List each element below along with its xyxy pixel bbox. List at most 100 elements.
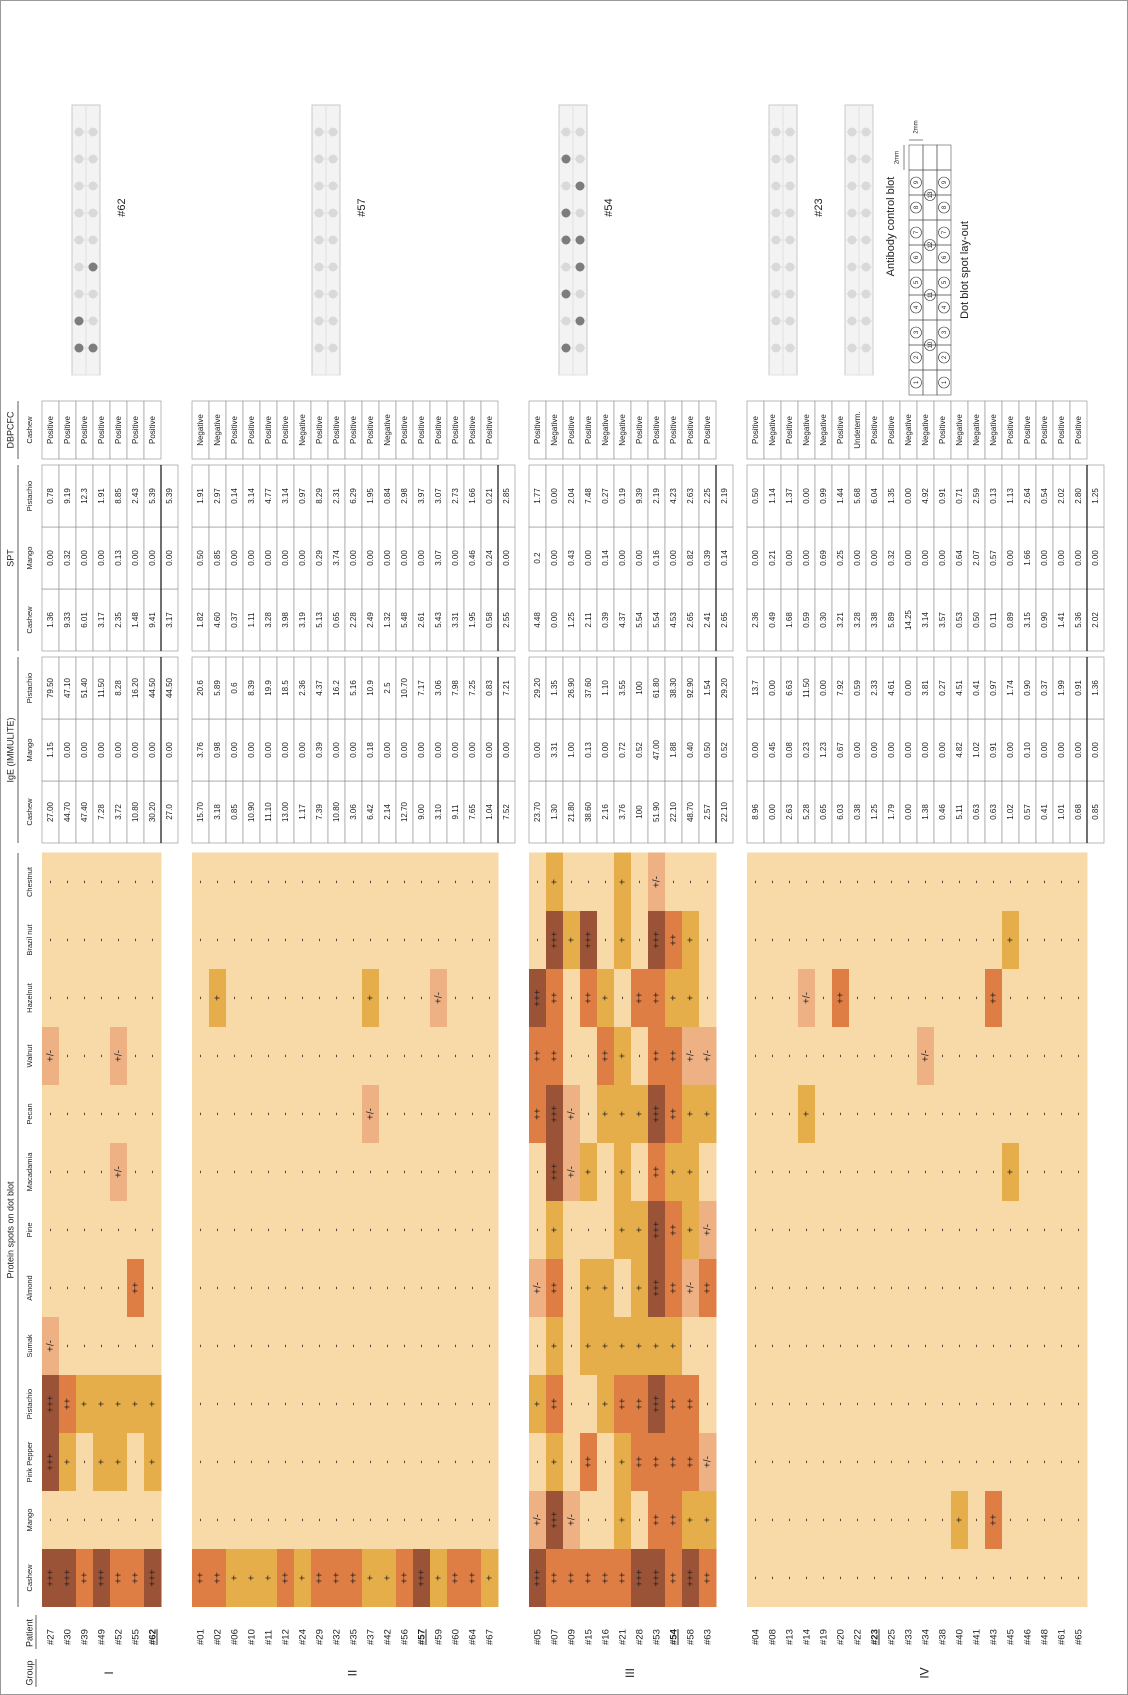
dbpcfc-result: Positive [584, 415, 593, 444]
grade-label: - [751, 1402, 762, 1405]
grade-label: + [686, 1227, 697, 1233]
grade-label: - [836, 1054, 847, 1057]
ige-value: 0.00 [938, 742, 947, 758]
grade-label: +/- [921, 1050, 932, 1062]
patient-id: #19 [819, 1629, 830, 1645]
blot-spot [89, 182, 98, 191]
grade-label: +/- [686, 1282, 697, 1294]
grade-label: - [281, 1518, 292, 1521]
patient-id: #12 [281, 1629, 292, 1645]
blot-image [559, 105, 587, 375]
grade-label: +++ [686, 1569, 697, 1587]
grade-label: - [485, 1344, 496, 1347]
ige-value: 2.14 [383, 804, 392, 820]
scale-label: 2mm [914, 120, 920, 133]
blot-spot [848, 290, 857, 299]
grade-label: - [46, 1228, 57, 1231]
spt-value: 4.92 [921, 488, 930, 504]
dbpcfc-result: Negative [802, 414, 811, 446]
grade-label: + [955, 1517, 966, 1523]
grade-label: - [114, 1286, 125, 1289]
grade-label: - [264, 1518, 275, 1521]
grade-label: - [298, 1402, 309, 1405]
grade-label: + [686, 1111, 697, 1117]
grade-label: - [751, 1344, 762, 1347]
ige-value: 0.00 [904, 680, 913, 696]
grade-label: - [819, 1518, 830, 1521]
grade-label: ++ [601, 1050, 612, 1062]
grade-label: ++ [468, 1572, 479, 1584]
grade-label: - [451, 1344, 462, 1347]
grade-label: + [703, 1517, 714, 1523]
grade-label: - [97, 1228, 108, 1231]
dbpcfc-result: Positive [669, 415, 678, 444]
blot-spot [75, 317, 84, 326]
grade-label: - [921, 1402, 932, 1405]
grade-label: - [97, 1518, 108, 1521]
grade-label: - [148, 1170, 159, 1173]
blot-spot [786, 155, 795, 164]
grade-label: - [853, 880, 864, 883]
spt-value: 2.97 [213, 488, 222, 504]
patient-id: #43 [989, 1629, 1000, 1645]
grade-label: - [955, 1576, 966, 1579]
ige-median: 7.52 [502, 804, 511, 820]
grade-label: - [434, 1112, 445, 1115]
patient-id: #04 [751, 1629, 762, 1645]
grade-label: - [1040, 1576, 1051, 1579]
grade-label: - [870, 1402, 881, 1405]
ige-value: 23.70 [533, 801, 542, 822]
ige-value: 0.00 [1057, 742, 1066, 758]
grade-label: - [247, 1112, 258, 1115]
ige-value: 0.00 [332, 742, 341, 758]
grade-label: - [383, 1112, 394, 1115]
grade-label: + [131, 1401, 142, 1407]
ige-value: 0.91 [1074, 680, 1083, 696]
spt-median: 0.00 [502, 550, 511, 566]
grade-label: - [802, 1518, 813, 1521]
grade-label: - [533, 1170, 544, 1173]
ige-value: 0.00 [533, 742, 542, 758]
grade-label: - [97, 880, 108, 883]
ige-value: 3.72 [114, 804, 123, 820]
ige-value: 2.63 [785, 804, 794, 820]
grade-label: - [819, 1402, 830, 1405]
grade-label: - [1006, 1402, 1017, 1405]
grade-label: - [264, 996, 275, 999]
ige-value: 51.90 [652, 801, 661, 822]
grade-label: - [264, 1286, 275, 1289]
grade-label: - [366, 1054, 377, 1057]
spt-median: 3.17 [165, 612, 174, 628]
ige-value: 100 [635, 681, 644, 695]
dbpcfc-result: Positive [80, 415, 89, 444]
spt-value: 2.49 [366, 612, 375, 628]
grade-label: ++ [669, 1572, 680, 1584]
grade-label: - [63, 996, 74, 999]
spt-value: 0.00 [46, 550, 55, 566]
spt-sub-header: Cashew [25, 606, 34, 634]
grade-label: - [485, 1518, 496, 1521]
ige-value: 10.70 [400, 677, 409, 698]
grade-label: - [938, 996, 949, 999]
grade-label: - [332, 996, 343, 999]
grade-label: - [887, 1518, 898, 1521]
blot-spot [772, 317, 781, 326]
grade-label: - [584, 1054, 595, 1057]
grade-label: - [1023, 1170, 1034, 1173]
grade-label: + [601, 1343, 612, 1349]
ige-value: 0.40 [686, 742, 695, 758]
grade-label: - [887, 1460, 898, 1463]
grade-label: - [567, 1460, 578, 1463]
grade-label: - [989, 1460, 1000, 1463]
blot-spot [786, 236, 795, 245]
grade-label: - [921, 1286, 932, 1289]
group-name: II [346, 1670, 360, 1677]
dbpcfc-result: Positive [281, 415, 290, 444]
ige-median: 29.20 [720, 677, 729, 698]
grade-label: - [751, 1228, 762, 1231]
grade-label: - [383, 996, 394, 999]
spt-median: 2.02 [1091, 612, 1100, 628]
dbpcfc-result: Positive [1074, 415, 1083, 444]
ige-value: 47.40 [80, 801, 89, 822]
blot-spot [862, 236, 871, 245]
